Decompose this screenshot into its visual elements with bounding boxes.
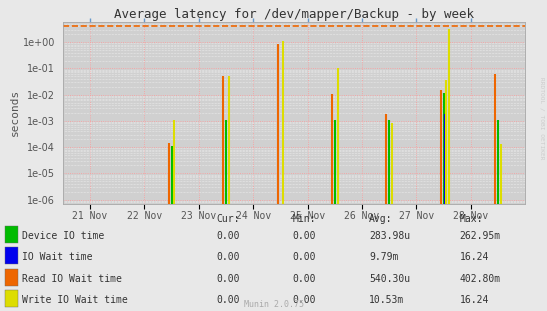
Text: 9.79m: 9.79m [369, 252, 399, 262]
Text: Avg:: Avg: [369, 215, 393, 225]
Text: 16.24: 16.24 [459, 295, 489, 305]
FancyBboxPatch shape [5, 290, 18, 307]
Text: 0.00: 0.00 [216, 231, 240, 241]
Text: Read IO Wait time: Read IO Wait time [22, 274, 122, 284]
FancyBboxPatch shape [5, 269, 18, 286]
Text: 540.30u: 540.30u [369, 274, 410, 284]
Text: 283.98u: 283.98u [369, 231, 410, 241]
Text: Max:: Max: [459, 215, 483, 225]
Text: Write IO Wait time: Write IO Wait time [22, 295, 127, 305]
Text: 0.00: 0.00 [293, 274, 316, 284]
Text: 0.00: 0.00 [293, 295, 316, 305]
Text: Munin 2.0.75: Munin 2.0.75 [243, 300, 304, 309]
Text: 0.00: 0.00 [216, 252, 240, 262]
Text: 16.24: 16.24 [459, 252, 489, 262]
Text: 262.95m: 262.95m [459, 231, 501, 241]
Text: Cur:: Cur: [216, 215, 240, 225]
Text: Device IO time: Device IO time [22, 231, 104, 241]
Text: IO Wait time: IO Wait time [22, 252, 92, 262]
Text: 402.80m: 402.80m [459, 274, 501, 284]
FancyBboxPatch shape [5, 247, 18, 264]
Text: 0.00: 0.00 [293, 231, 316, 241]
Text: 0.00: 0.00 [216, 274, 240, 284]
Y-axis label: seconds: seconds [10, 89, 20, 136]
Text: 0.00: 0.00 [293, 252, 316, 262]
FancyBboxPatch shape [5, 226, 18, 243]
Text: 0.00: 0.00 [216, 295, 240, 305]
Text: RRDTOOL / TOBI OETIKER: RRDTOOL / TOBI OETIKER [539, 77, 544, 160]
Text: Min:: Min: [293, 215, 316, 225]
Title: Average latency for /dev/mapper/Backup - by week: Average latency for /dev/mapper/Backup -… [114, 7, 474, 21]
Text: 10.53m: 10.53m [369, 295, 404, 305]
